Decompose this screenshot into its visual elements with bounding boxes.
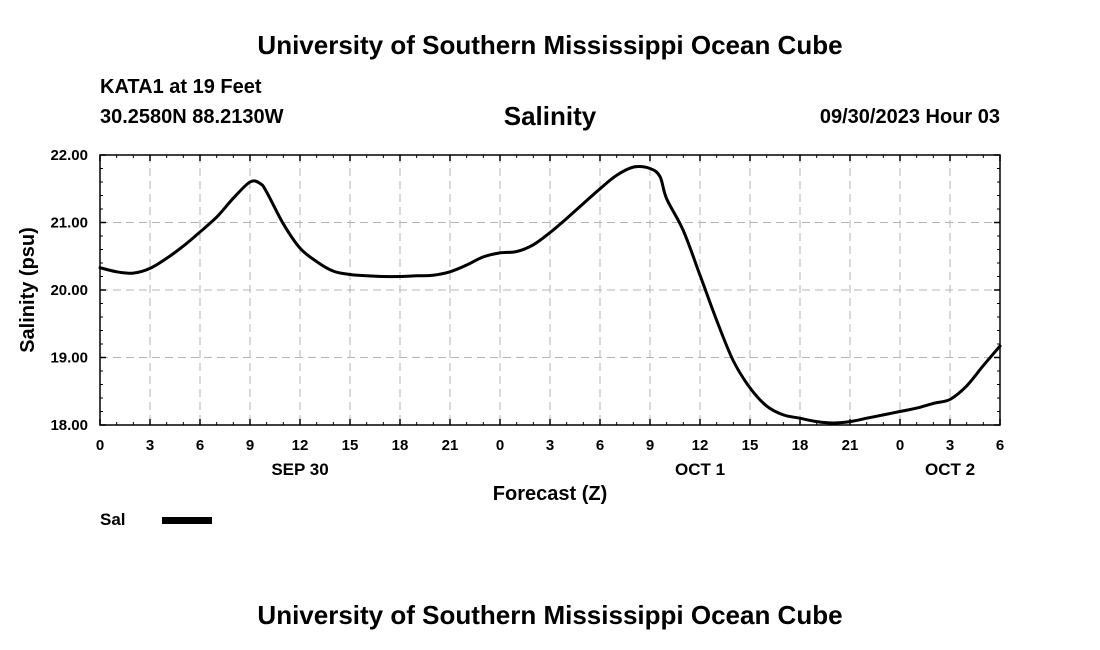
forecast-datetime: 09/30/2023 Hour 03	[819, 106, 1000, 128]
grid	[100, 155, 1000, 425]
y-axis-title: Salinity (psu)	[17, 227, 39, 353]
y-tick-label: 21.00	[50, 215, 88, 232]
x-tick-label: 0	[96, 437, 104, 454]
y-tick-label: 22.00	[50, 147, 88, 164]
y-tick-label: 20.00	[50, 282, 88, 299]
x-tick-label: 15	[742, 437, 759, 454]
x-tick-label: 9	[646, 437, 654, 454]
x-tick-label: 12	[292, 437, 309, 454]
date-label: OCT 2	[925, 460, 975, 479]
date-label: OCT 1	[675, 460, 725, 479]
axis-ticks	[99, 154, 1001, 426]
station-label: KATA1 at 19 Feet	[100, 76, 262, 98]
date-label: SEP 30	[271, 460, 328, 479]
x-tick-label: 6	[596, 437, 604, 454]
x-tick-label: 15	[342, 437, 359, 454]
footer-title: University of Southern Mississippi Ocean…	[257, 600, 843, 630]
x-tick-label: 21	[842, 437, 859, 454]
x-tick-label: 18	[392, 437, 409, 454]
station-coordinates: 30.2580N 88.2130W	[100, 106, 284, 128]
x-tick-label: 21	[442, 437, 459, 454]
x-tick-label: 3	[146, 437, 154, 454]
x-tick-label: 18	[792, 437, 809, 454]
legend-swatch	[162, 517, 212, 524]
x-tick-label: 0	[896, 437, 904, 454]
y-tick-label: 19.00	[50, 350, 88, 367]
x-tick-label: 12	[692, 437, 709, 454]
x-tick-label: 3	[946, 437, 954, 454]
series-line-sal	[98, 165, 1002, 425]
x-tick-label: 3	[546, 437, 554, 454]
main-title: University of Southern Mississippi Ocean…	[257, 30, 843, 60]
x-tick-label: 0	[496, 437, 504, 454]
x-tick-label: 6	[196, 437, 204, 454]
x-tick-label: 6	[996, 437, 1004, 454]
axis-labels: 0 3 6 9 12 15 18 21 0 3 6 9 12 15 18 21 0 3 6 18.00 19.00 20.…	[50, 147, 1004, 479]
y-tick-label: 18.00	[50, 417, 88, 434]
x-tick-label: 9	[246, 437, 254, 454]
chart-title: Salinity	[503, 101, 597, 131]
legend-label: Sal	[100, 510, 126, 529]
x-axis-title: Forecast (Z)	[493, 483, 607, 505]
